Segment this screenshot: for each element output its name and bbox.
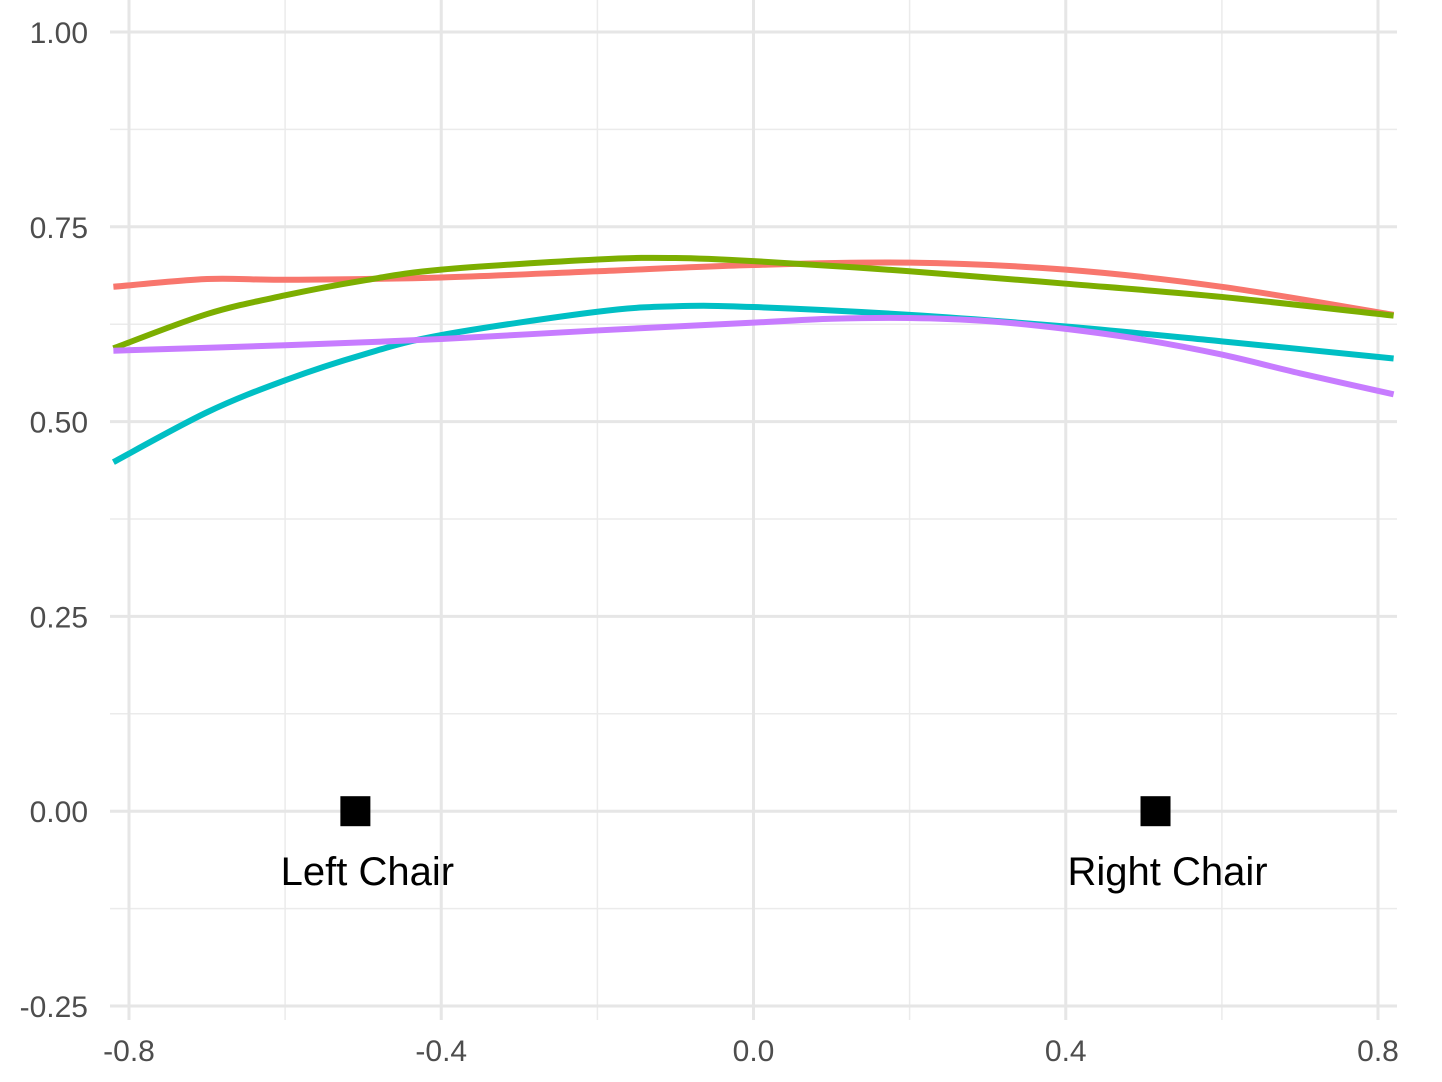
series-line-2 [112,254,1394,352]
y-tick-label: 0.00 [30,796,88,829]
series-line-4 [113,314,1395,398]
axis-labels: -0.25 0.00 0.25 0.50 0.75 1.00 -0.8 -0.4 0.0 0.4 0… [20,17,1399,1068]
chair-label: Left Chair [281,850,454,894]
chair-marker [1140,796,1171,827]
chair-marker [340,796,371,827]
x-tick-label: 0.0 [733,1035,775,1068]
y-tick-label: 0.75 [30,212,88,245]
y-tick-label: 1.00 [30,17,88,50]
grid [110,0,1397,1020]
y-tick-label: -0.25 [20,991,88,1024]
annotations: Left Chair Right Chair [281,796,1268,894]
x-tick-label: 0.8 [1357,1035,1399,1068]
x-tick-label: 0.4 [1045,1035,1087,1068]
x-tick-label: -0.4 [415,1035,467,1068]
series-lines [111,254,1395,465]
y-tick-label: 0.50 [30,407,88,440]
chair-label: Right Chair [1067,850,1267,894]
x-tick-label: -0.8 [103,1035,155,1068]
series-line-1 [113,259,1395,318]
y-tick-label: 0.25 [30,601,88,634]
series-line-3 [111,302,1394,465]
